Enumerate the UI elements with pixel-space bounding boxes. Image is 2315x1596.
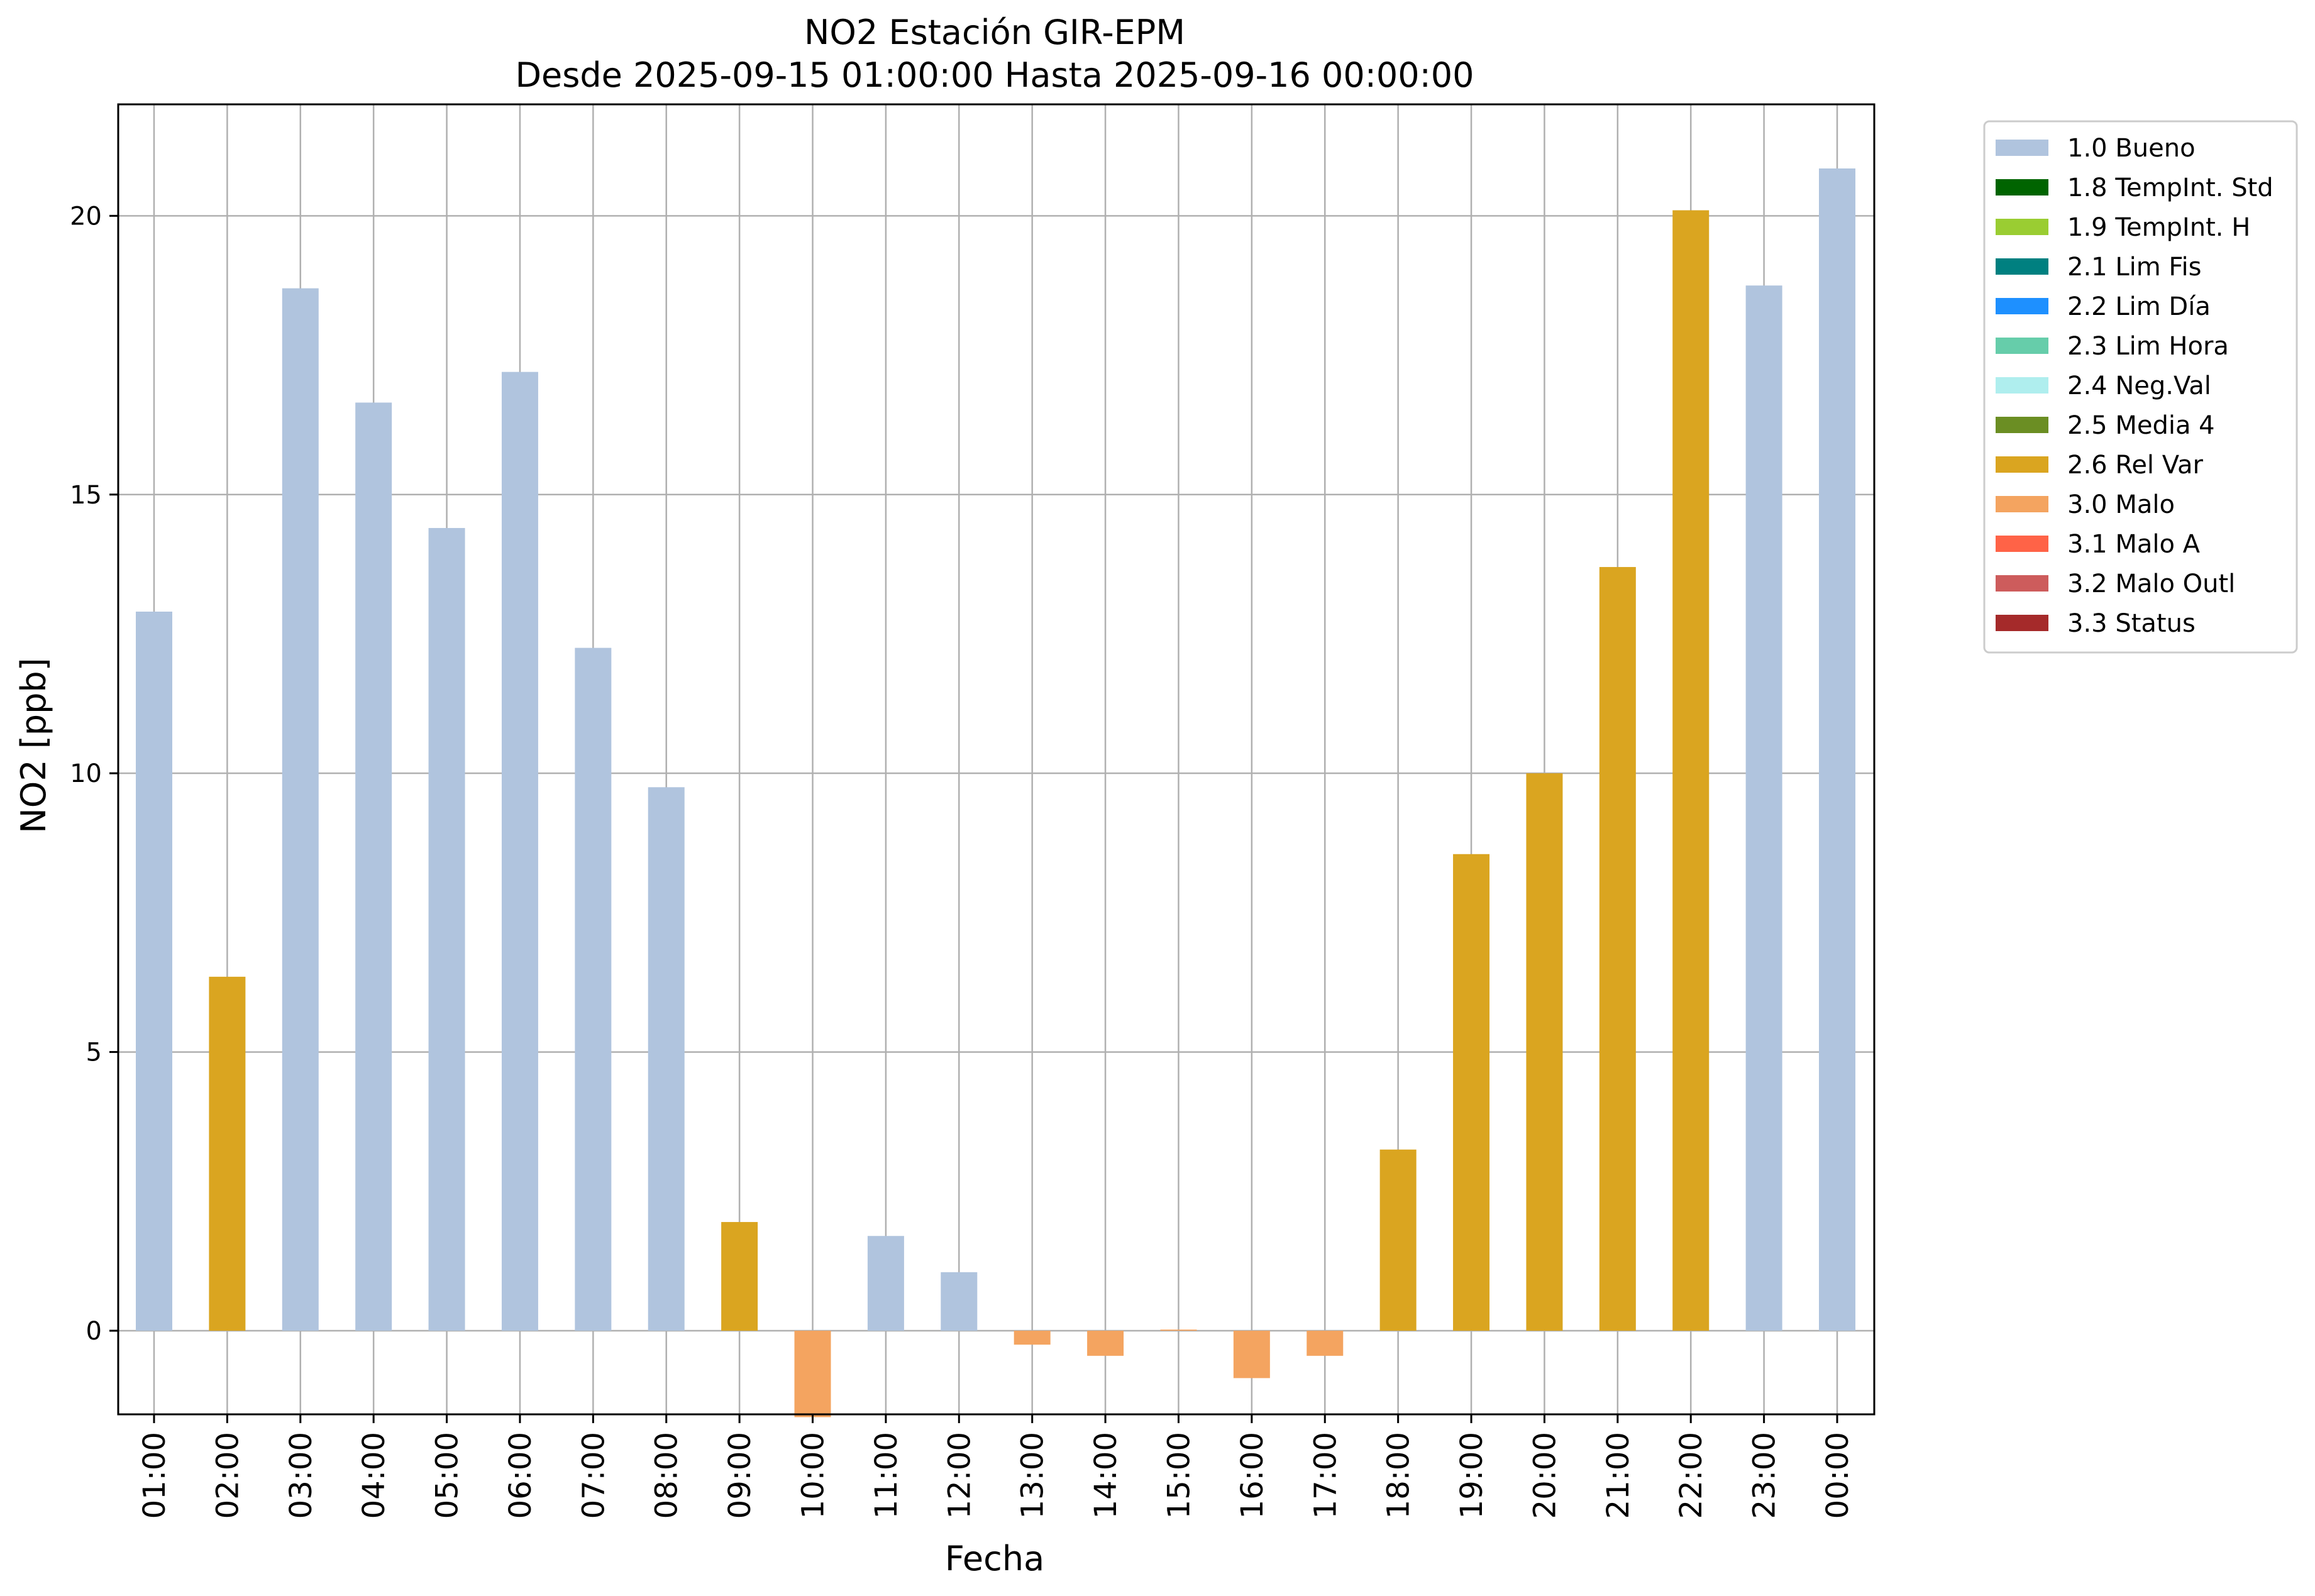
bar-21:00 [1599,567,1636,1331]
chart-subtitle: Desde 2025-09-15 01:00:00 Hasta 2025-09-… [515,55,1474,95]
bar-08:00 [648,787,685,1331]
legend-swatch [1996,298,2048,314]
legend-label: 2.3 Lim Hora [2067,332,2229,361]
bar-06:00 [501,371,538,1331]
bar-16:00 [1233,1330,1270,1379]
x-axis-label: Fecha [945,1539,1044,1578]
bar-12:00 [941,1272,978,1331]
y-tick-label: 0 [86,1317,102,1346]
x-tick-label: 23:00 [1747,1432,1782,1519]
chart-title: NO2 Estación GIR-EPM [804,13,1185,52]
legend-swatch [1996,456,2048,473]
bar-07:00 [575,647,612,1331]
x-tick-label: 18:00 [1381,1432,1417,1519]
legend-label: 1.0 Bueno [2067,134,2196,163]
legend-swatch [1996,417,2048,433]
x-tick-label: 06:00 [503,1432,538,1519]
x-tick-label: 17:00 [1308,1432,1343,1519]
bar-13:00 [1014,1330,1051,1345]
x-tick-label: 15:00 [1161,1432,1196,1519]
bar-01:00 [136,611,172,1331]
bar-19:00 [1453,854,1490,1331]
x-tick-label: 16:00 [1235,1432,1270,1519]
legend: 1.0 Bueno 1.8 TempInt. Std 1.9 TempInt. H 2… [1983,120,2298,654]
x-tick-label: 01:00 [137,1432,172,1519]
x-tick-label: 08:00 [649,1432,685,1519]
x-tick-label: 00:00 [1820,1432,1855,1519]
bar-03:00 [282,288,319,1331]
legend-label: 2.4 Neg.Val [2067,371,2211,400]
y-tick-label: 5 [86,1038,102,1067]
legend-swatch [1996,536,2048,552]
bar-04:00 [355,402,392,1331]
bar-15:00 [1160,1329,1197,1331]
bar-22:00 [1672,210,1710,1331]
legend-label: 3.3 Status [2067,609,2196,638]
y-tick-label: 15 [70,481,102,510]
x-tick-label: 21:00 [1601,1432,1636,1519]
x-tick-label: 03:00 [284,1432,319,1519]
x-tick-label: 10:00 [796,1432,831,1519]
x-tick-label: 04:00 [356,1432,392,1519]
bar-23:00 [1745,285,1782,1331]
x-tick-label: 12:00 [942,1432,977,1519]
x-tick-label: 22:00 [1674,1432,1709,1519]
y-tick-label: 20 [70,202,102,231]
legend-label: 2.1 Lim Fis [2067,253,2201,282]
legend-label: 1.8 TempInt. Std [2067,173,2274,202]
x-tick-label: 11:00 [869,1432,904,1519]
legend-label: 2.2 Lim Día [2067,292,2211,321]
bar-10:00 [794,1330,831,1417]
x-tick-label: 20:00 [1527,1432,1562,1519]
y-tick-label: 10 [70,759,102,788]
legend-swatch [1996,338,2048,354]
x-tick-label: 09:00 [722,1432,758,1519]
legend-frame [1983,120,2298,654]
y-axis-label: NO2 [ppb] [14,658,53,833]
legend-label: 2.5 Media 4 [2067,411,2215,440]
legend-label: 3.1 Malo A [2067,530,2201,559]
legend-swatch [1996,140,2048,156]
legend-swatch [1996,496,2048,512]
legend-label: 3.2 Malo Outl [2067,570,2235,598]
bar-02:00 [209,976,246,1331]
bar-14:00 [1087,1330,1124,1356]
legend-swatch [1996,258,2048,275]
x-tick-label: 13:00 [1015,1432,1051,1519]
bar-09:00 [721,1222,758,1331]
legend-swatch [1996,575,2048,592]
x-tick-label: 05:00 [430,1432,465,1519]
legend-swatch [1996,377,2048,393]
bar-17:00 [1307,1330,1344,1356]
bar-18:00 [1379,1149,1417,1331]
x-tick-label: 14:00 [1088,1432,1124,1519]
bar-20:00 [1526,773,1563,1331]
bar-05:00 [428,527,465,1331]
x-tick-label: 02:00 [210,1432,245,1519]
plot-frame [117,103,1876,1416]
legend-label: 3.0 Malo [2067,490,2175,519]
bar-11:00 [867,1236,904,1331]
x-tick-label: 07:00 [576,1432,611,1519]
legend-swatch [1996,179,2048,195]
bar-00:00 [1819,168,1855,1331]
plot-area: 0 5 10 15 20 01:00 02:00 03:00 04:00 05:00 06:00 07… [70,103,1876,1519]
x-tick-label: 19:00 [1454,1432,1489,1519]
legend-label: 1.9 TempInt. H [2067,213,2250,242]
legend-swatch [1996,219,2048,235]
legend-label: 2.6 Rel Var [2067,451,2204,480]
legend-swatch [1996,615,2048,631]
